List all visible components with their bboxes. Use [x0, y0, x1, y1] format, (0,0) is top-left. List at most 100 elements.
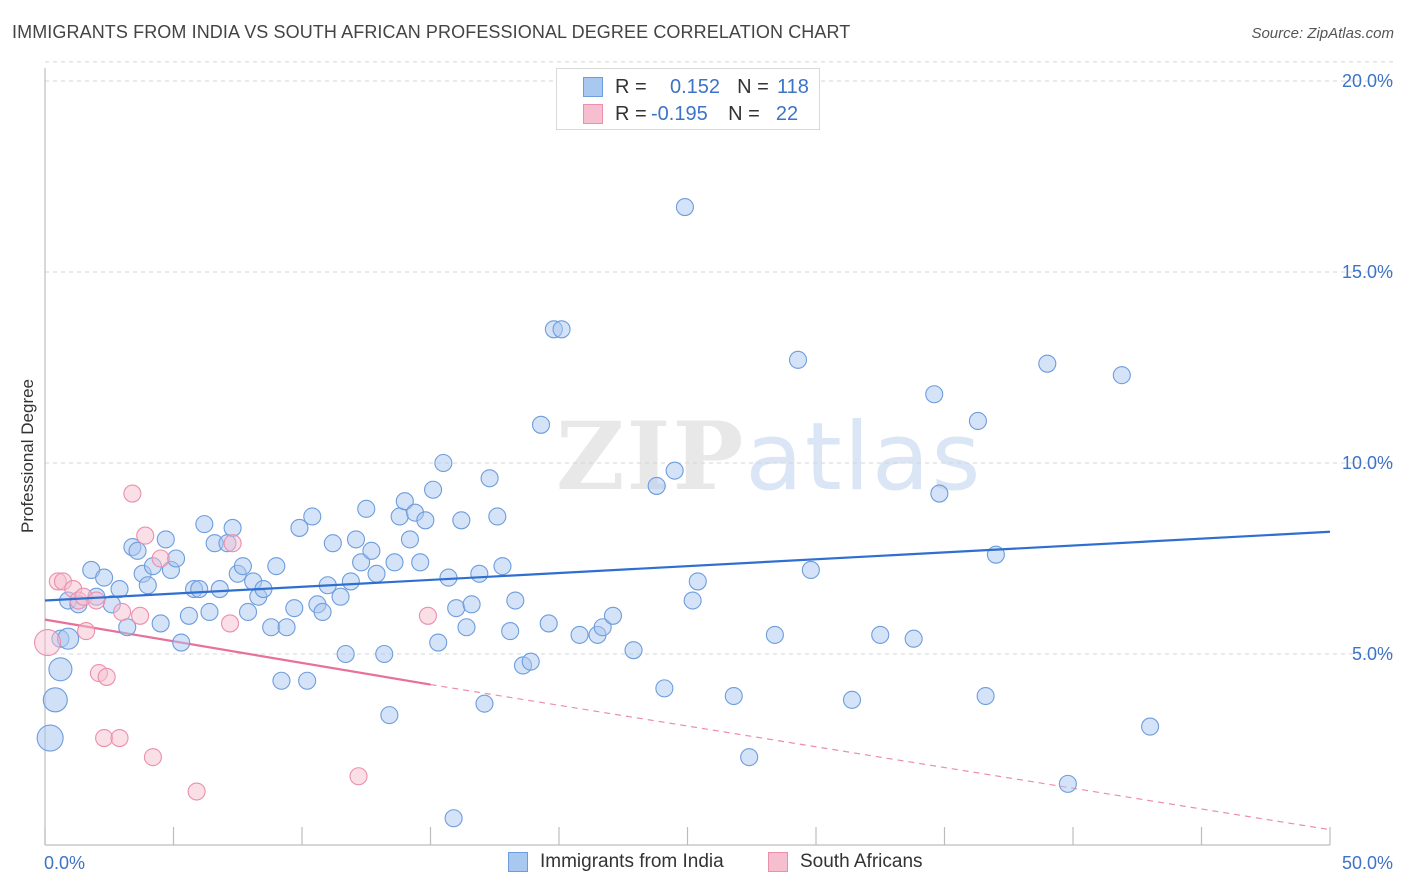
india-point	[531, 415, 551, 434]
india-point	[277, 618, 296, 637]
india-point	[48, 657, 73, 682]
india-point	[346, 530, 366, 549]
south-africans-swatch	[768, 852, 788, 872]
india-point	[424, 480, 443, 499]
south-africans-trend-extension	[430, 683, 1331, 831]
india-point	[925, 385, 944, 404]
y-tick-label: 10.0%	[1342, 453, 1393, 473]
south-africans-point	[418, 606, 437, 625]
south-africans-point	[110, 728, 129, 748]
india-point	[110, 580, 129, 599]
south-africans-point	[187, 782, 206, 801]
india-point	[655, 679, 674, 698]
tick-label-layer: 5.0% 10.0% 15.0% 20.0% 0.0% 50.0%	[44, 71, 1393, 873]
india-point	[233, 557, 252, 576]
india-point	[323, 534, 342, 553]
south-africans-swatch	[583, 104, 603, 124]
india-point	[521, 652, 540, 671]
chart-title: IMMIGRANTS FROM INDIA VS SOUTH AFRICAN P…	[12, 22, 851, 42]
source-label: Source: ZipAtlas.com	[1251, 25, 1394, 42]
india-swatch	[508, 852, 528, 872]
r-label: R =	[615, 102, 647, 125]
r-value: -0.195	[651, 102, 708, 125]
india-point	[1038, 354, 1057, 373]
india-point	[262, 618, 281, 637]
south-africans-point	[97, 667, 116, 686]
x-tick-label: 50.0%	[1342, 853, 1393, 873]
india-point	[42, 687, 68, 713]
india-point	[904, 629, 923, 648]
india-point	[200, 602, 219, 622]
india-point	[390, 507, 409, 526]
india-point	[506, 591, 525, 610]
india-point	[539, 614, 558, 633]
india-point	[493, 557, 512, 576]
watermark-zip: ZIP	[556, 402, 746, 512]
india-point	[624, 641, 643, 660]
south-africans-point	[136, 526, 155, 545]
india-point	[172, 633, 191, 652]
india-point	[740, 748, 759, 767]
y-tick-label: 20.0%	[1342, 71, 1393, 91]
india-point	[298, 671, 317, 690]
india-point	[367, 564, 386, 583]
india-point	[976, 686, 995, 706]
india-point	[724, 686, 743, 706]
n-label: N =	[728, 102, 760, 125]
r-value: 0.152	[669, 75, 721, 98]
india-point	[95, 568, 114, 587]
india-point	[167, 549, 186, 568]
india-point	[603, 606, 623, 625]
india-point	[475, 694, 494, 713]
india-point	[801, 560, 820, 580]
india-point	[336, 644, 355, 664]
india-point	[411, 553, 430, 572]
legend-item-india: Immigrants from India	[508, 851, 724, 873]
y-tick-label: 5.0%	[1352, 644, 1393, 664]
r-label: R =	[615, 75, 647, 98]
south-africans-points-layer	[34, 484, 437, 801]
india-point	[488, 507, 507, 526]
india-point	[570, 625, 589, 644]
india-point	[434, 453, 453, 473]
india-point	[452, 511, 471, 530]
india-point	[665, 461, 684, 480]
south-africans-point	[87, 591, 106, 610]
south-africans-point	[151, 549, 170, 568]
india-point	[788, 350, 808, 369]
india-point	[930, 484, 949, 503]
legend-label: South Africans	[800, 851, 923, 872]
india-point	[331, 587, 350, 606]
india-point	[688, 572, 707, 591]
india-point	[195, 515, 214, 534]
india-point	[352, 553, 371, 572]
india-point	[675, 198, 694, 217]
india-point	[683, 591, 702, 610]
south-africans-point	[113, 602, 132, 622]
india-point	[272, 671, 291, 690]
south-africans-point	[223, 534, 242, 553]
india-point	[341, 572, 360, 591]
india-point	[357, 499, 376, 518]
south-africans-point	[77, 622, 96, 641]
south-africans-point	[349, 767, 368, 786]
south-africans-point	[131, 606, 150, 625]
south-africans-point	[143, 748, 162, 767]
india-point	[375, 644, 394, 664]
india-point	[395, 492, 414, 511]
india-point	[267, 557, 286, 576]
correlation-legend: R = 0.152 N = 118 R = -0.195 N = 22	[556, 68, 820, 130]
n-value: 22	[775, 102, 799, 125]
india-point	[647, 476, 666, 495]
india-point	[285, 599, 304, 618]
india-trend-layer	[44, 530, 1331, 602]
india-point	[190, 580, 209, 599]
legend-item-south-africans: South Africans	[768, 851, 923, 873]
india-point	[444, 809, 463, 828]
south-africans-point	[123, 484, 142, 503]
series-legend: Immigrants from India South Africans	[0, 851, 1406, 877]
india-points-layer	[36, 198, 1160, 828]
india-point	[57, 627, 80, 650]
india-point	[36, 724, 64, 752]
